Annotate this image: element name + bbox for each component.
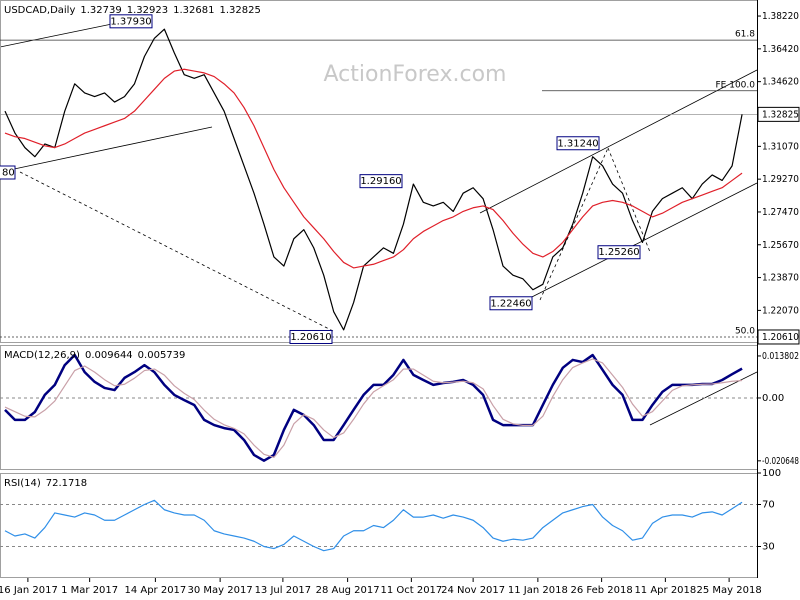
trend-lines — [0, 23, 758, 426]
trend-line — [479, 69, 758, 214]
price-annotation: 1.25260 — [598, 247, 639, 258]
y-tick-label: 1.36420 — [762, 44, 799, 55]
x-tick-label: 16 Jan 2017 — [0, 585, 58, 596]
x-tick-label: 25 May 2018 — [697, 585, 762, 596]
price-annotation-box — [289, 329, 333, 344]
trend-line — [607, 147, 651, 253]
y-tick-label: 1.25670 — [762, 240, 799, 251]
header-value: 72.1718 — [46, 478, 87, 489]
series-line — [4, 353, 743, 462]
x-tick-label: 11 Jan 2018 — [508, 585, 568, 596]
trend-line — [0, 23, 113, 48]
watermark: ActionForex.com — [324, 62, 507, 87]
trend-line — [539, 147, 609, 301]
x-tick-label: 28 Aug 2017 — [316, 585, 380, 596]
price-annotation: 1.37930 — [110, 16, 151, 27]
header-value: 0.005739 — [138, 350, 186, 361]
x-tick-label: 14 Apr 2017 — [124, 585, 186, 596]
header-value: 1.32681 — [173, 5, 214, 16]
panel-header: RSI(14) 72.1718 — [4, 478, 87, 489]
y-tick-label: 0.013802 — [762, 351, 799, 362]
price-annotation-box — [597, 245, 641, 260]
series-line — [4, 28, 743, 331]
clipped-annotation: 80 — [2, 168, 15, 179]
price-annotation: 1.29160 — [360, 176, 401, 187]
y-tick-label: 1.29270 — [762, 174, 799, 185]
x-tick-label: 26 Feb 2018 — [570, 585, 632, 596]
price-annotation-box — [109, 14, 153, 29]
panel-title: RSI(14) — [4, 478, 41, 489]
trend-line — [19, 171, 336, 333]
x-tick-label: 11 Apr 2018 — [634, 585, 696, 596]
x-tick-label: 13 Jul 2017 — [255, 585, 312, 596]
price-annotation-box — [359, 174, 403, 189]
price-marker-label: 1.20610 — [762, 332, 799, 343]
price-annotation: 1.20610 — [290, 332, 331, 343]
fib-label: FE 100.0 — [716, 80, 756, 90]
x-tick-label: 30 May 2017 — [188, 585, 253, 596]
panel-header: USDCAD,Daily 1.32739 1.32923 1.32681 1.32825 — [4, 5, 261, 16]
header-value: 1.32825 — [219, 5, 260, 16]
y-tick-label: 1.34620 — [762, 77, 799, 88]
price-annotation: 1.31240 — [557, 138, 598, 149]
x-tick-label: 24 Nov 2017 — [441, 585, 505, 596]
y-tick-label: 30 — [762, 542, 775, 553]
fib-label: 50.0 — [735, 326, 755, 336]
y-tick-label: 70 — [762, 500, 775, 511]
fib-label: 61.8 — [735, 30, 755, 40]
y-tick-label: 1.22070 — [762, 305, 799, 316]
trend-line — [0, 126, 213, 173]
y-tick-label: 100 — [762, 468, 781, 479]
header-value: 1.32923 — [127, 5, 168, 16]
header-value: 1.32739 — [80, 5, 121, 16]
panel-title: USDCAD,Daily — [4, 5, 75, 16]
price-annotation-box — [489, 296, 533, 311]
y-tick-label: 1.27470 — [762, 207, 799, 218]
panel-header: MACD(12,26,9) 0.009644 0.005739 — [4, 350, 185, 361]
y-tick-label: 1.31070 — [762, 141, 799, 152]
header-value: 0.009644 — [85, 350, 133, 361]
x-tick-label: 11 Oct 2017 — [380, 585, 442, 596]
clipped-annotation-box — [0, 165, 16, 180]
series-line — [4, 68, 743, 269]
y-tick-label: 1.23870 — [762, 273, 799, 284]
series-line — [4, 499, 743, 552]
x-tick-label: 1 Mar 2017 — [61, 585, 118, 596]
series-line — [4, 358, 743, 458]
panel-title: MACD(12,26,9) — [4, 350, 80, 361]
price-annotation-box — [556, 136, 600, 151]
y-tick-label: -0.020648 — [762, 456, 799, 467]
price-annotation: 1.22460 — [490, 298, 531, 309]
trend-line — [517, 182, 758, 305]
y-tick-label: 0.00 — [762, 393, 784, 404]
y-tick-label: 1.38220 — [762, 11, 799, 22]
price-marker-label: 1.32825 — [762, 109, 799, 120]
